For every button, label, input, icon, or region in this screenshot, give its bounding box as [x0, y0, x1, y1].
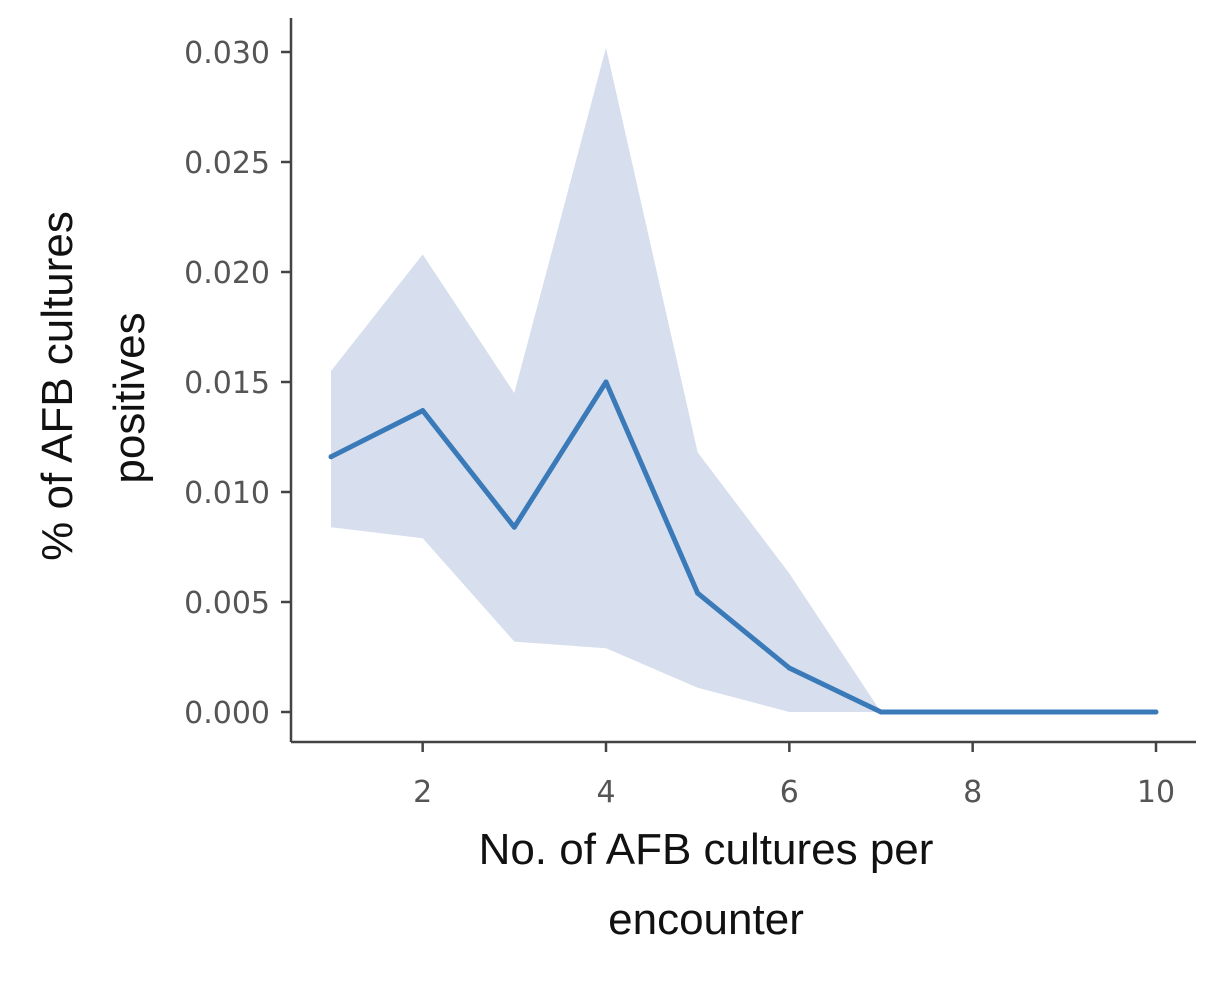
data-point — [970, 709, 976, 715]
data-point — [420, 408, 426, 414]
data-point — [511, 524, 517, 530]
series-line — [329, 379, 1156, 715]
y-tick-label: 0.005 — [184, 586, 270, 621]
y-tick-label: 0.000 — [184, 696, 270, 731]
y-axis-title-line-1: % of AFB cultures — [33, 211, 82, 561]
data-point — [878, 709, 884, 715]
x-axis-title-line-2: encounter — [608, 895, 804, 944]
y-tick-label: 0.020 — [184, 256, 270, 291]
x-tick-label: 4 — [596, 775, 615, 810]
y-tick-label: 0.010 — [184, 476, 270, 511]
confidence-band-layer — [331, 47, 1156, 713]
data-point — [786, 665, 792, 671]
x-tick-label: 8 — [963, 775, 982, 810]
data-point — [603, 379, 609, 385]
y-tick-label: 0.025 — [184, 146, 270, 181]
confidence-band — [331, 47, 1156, 713]
y-tick-label: 0.030 — [184, 36, 270, 71]
y-tick-label: 0.015 — [184, 366, 270, 401]
x-tick-label: 10 — [1137, 775, 1175, 810]
series-line-layer — [328, 379, 1159, 715]
data-point — [1153, 709, 1159, 715]
data-point — [1061, 709, 1067, 715]
y-ticks: 0.000 0.005 0.010 0.015 0.020 0.025 0.030 — [184, 36, 291, 731]
data-point — [695, 590, 701, 596]
x-tick-label: 6 — [780, 775, 799, 810]
x-axis-title-line-1: No. of AFB cultures per — [479, 825, 934, 874]
y-axis-title-line-2: positives — [105, 312, 154, 483]
x-tick-label: 2 — [413, 775, 432, 810]
x-ticks: 2 4 6 8 10 — [413, 742, 1175, 810]
data-point — [328, 454, 334, 460]
axes — [289, 18, 1196, 744]
